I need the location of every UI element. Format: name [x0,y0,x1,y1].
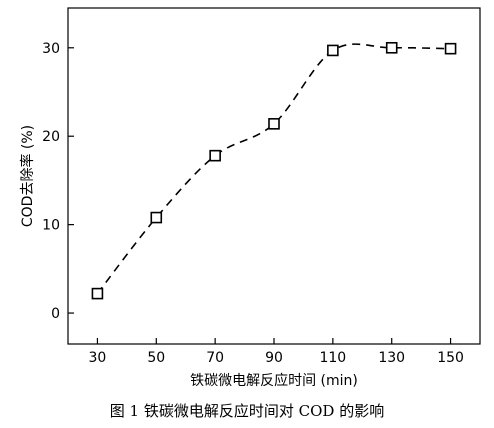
line-chart: 0 10 20 30 30 50 70 90 110 130 150 铁碳微电解反应时间 (min… [19,7,481,389]
y-axis-label: COD去除率 (%) [19,125,36,227]
data-point [91,287,104,300]
y-tick-label: 20 [42,129,60,145]
x-tick-label: 30 [89,350,107,366]
data-point [327,44,339,57]
data-point [150,211,163,224]
data-point [209,149,221,162]
x-tick-label: 110 [319,350,346,366]
x-axis-label: 铁碳微电解反应时间 (min) [190,372,358,389]
trend-line [96,43,451,295]
data-markers [91,41,457,300]
x-axis: 30 50 70 90 110 130 150 [89,338,464,366]
x-tick-label: 70 [206,350,224,366]
x-tick-label: 90 [265,350,283,366]
figure-caption: 图 1 铁碳微电解反应时间对 COD 的影响 [109,402,385,420]
data-point [268,118,280,130]
x-tick-label: 50 [147,350,165,366]
data-point [444,42,457,55]
y-tick-label: 30 [42,41,60,57]
y-tick-label: 10 [42,218,60,234]
x-tick-label: 130 [378,350,405,366]
x-tick-label: 150 [437,350,464,366]
y-axis: 0 10 20 30 [42,41,74,322]
data-point [385,41,398,54]
y-tick-label: 0 [51,306,60,322]
plot-frame [67,7,481,345]
